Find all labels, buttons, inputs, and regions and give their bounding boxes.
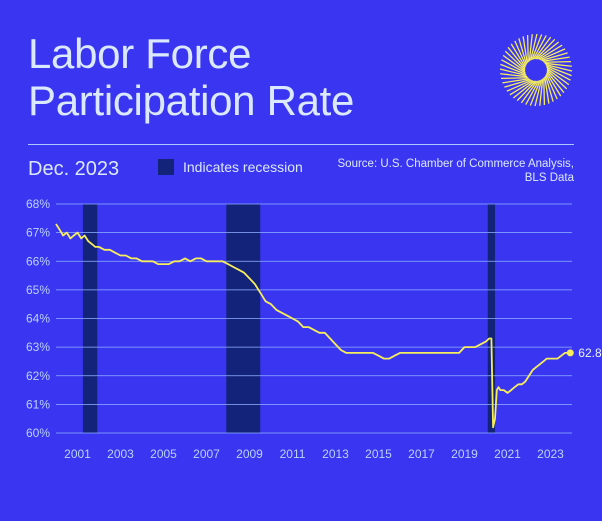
logo-ray (537, 41, 560, 60)
logo-ray (516, 80, 537, 102)
logo-ray (522, 36, 528, 64)
x-tick-label: 2007 (193, 447, 220, 461)
logo-ray (500, 77, 529, 80)
logo-ray (544, 76, 550, 104)
logo-ray (509, 80, 534, 96)
y-tick-label: 63% (26, 340, 50, 354)
logo-ray (546, 71, 565, 94)
logo-ray (501, 59, 526, 74)
logo-ray (514, 40, 527, 67)
source-line-2: BLS Data (524, 172, 574, 184)
logo-ray (529, 79, 541, 106)
title-line-1: Labor Force (28, 30, 252, 77)
logo-ray (504, 50, 526, 71)
logo-ray (506, 79, 533, 92)
logo-ray (539, 78, 544, 106)
logo-ray (518, 38, 528, 65)
y-tick-label: 66% (26, 254, 50, 268)
x-tick-label: 2017 (408, 447, 435, 461)
x-tick-label: 2021 (494, 447, 521, 461)
x-tick-label: 2019 (451, 447, 478, 461)
logo-ray (535, 38, 556, 60)
sunburst-logo-icon (499, 33, 573, 107)
logo-ray (539, 48, 566, 61)
logo-ray (499, 68, 527, 77)
logo-ray (512, 80, 535, 99)
logo-ray (541, 52, 568, 62)
title-line-2: Participation Rate (28, 77, 355, 124)
x-tick-label: 2003 (107, 447, 134, 461)
logo-ray (546, 66, 571, 81)
page-title: Labor Force Participation Rate (28, 30, 354, 124)
logo-ray (526, 34, 529, 63)
x-tick-label: 2015 (365, 447, 392, 461)
logo-ray (545, 73, 558, 100)
source-note: Source: U.S. Chamber of Commerce Analysi… (314, 157, 574, 185)
y-tick-label: 68% (26, 197, 50, 211)
recession-swatch (158, 159, 174, 175)
series-line (55, 223, 571, 429)
end-point (566, 349, 574, 357)
logo-ray (525, 80, 540, 105)
logo-ray (542, 56, 570, 62)
logo-ray (546, 68, 570, 86)
end-value-label: 62.8% (578, 346, 602, 360)
x-tick-label: 2005 (150, 447, 177, 461)
logo-ray (544, 62, 572, 67)
x-tick-label: 2013 (322, 447, 349, 461)
source-line-1: Source: U.S. Chamber of Commerce Analysi… (337, 158, 574, 170)
y-tick-label: 64% (26, 312, 50, 326)
logo-ray (520, 80, 538, 104)
y-tick-label: 65% (26, 283, 50, 297)
logo-ray (502, 54, 526, 72)
x-tick-label: 2011 (280, 447, 306, 461)
header-divider (28, 144, 574, 145)
logo-ray (528, 34, 533, 62)
x-tick-label: 2023 (537, 447, 564, 461)
date-label: Dec. 2023 (28, 158, 120, 180)
x-tick-label: 2001 (64, 447, 91, 461)
logo-ray (502, 78, 530, 84)
y-tick-label: 67% (26, 226, 50, 240)
logo-ray (534, 36, 552, 60)
logo-ray (545, 65, 572, 77)
logo-ray (500, 63, 527, 75)
logo-ray (529, 33, 538, 61)
y-tick-label: 61% (26, 397, 50, 411)
y-tick-label: 62% (26, 369, 50, 383)
legend: Indicates recession (158, 159, 303, 175)
legend-label: Indicates recession (183, 159, 303, 175)
logo-ray (504, 78, 531, 88)
logo-ray (543, 60, 572, 63)
logo-ray (500, 73, 528, 78)
logo-ray (545, 63, 573, 72)
x-tick-label: 2009 (236, 447, 263, 461)
y-tick-label: 60% (26, 426, 50, 440)
logo-ray (532, 35, 547, 60)
logo-ray (546, 69, 568, 90)
logo-ray (507, 46, 526, 69)
logo-ray (531, 34, 543, 61)
logo-ray (543, 77, 546, 106)
logo-ray (510, 43, 526, 68)
logo-ray (534, 79, 543, 107)
logo-ray (544, 75, 554, 102)
logo-ray (546, 72, 562, 97)
logo-ray (538, 44, 563, 60)
